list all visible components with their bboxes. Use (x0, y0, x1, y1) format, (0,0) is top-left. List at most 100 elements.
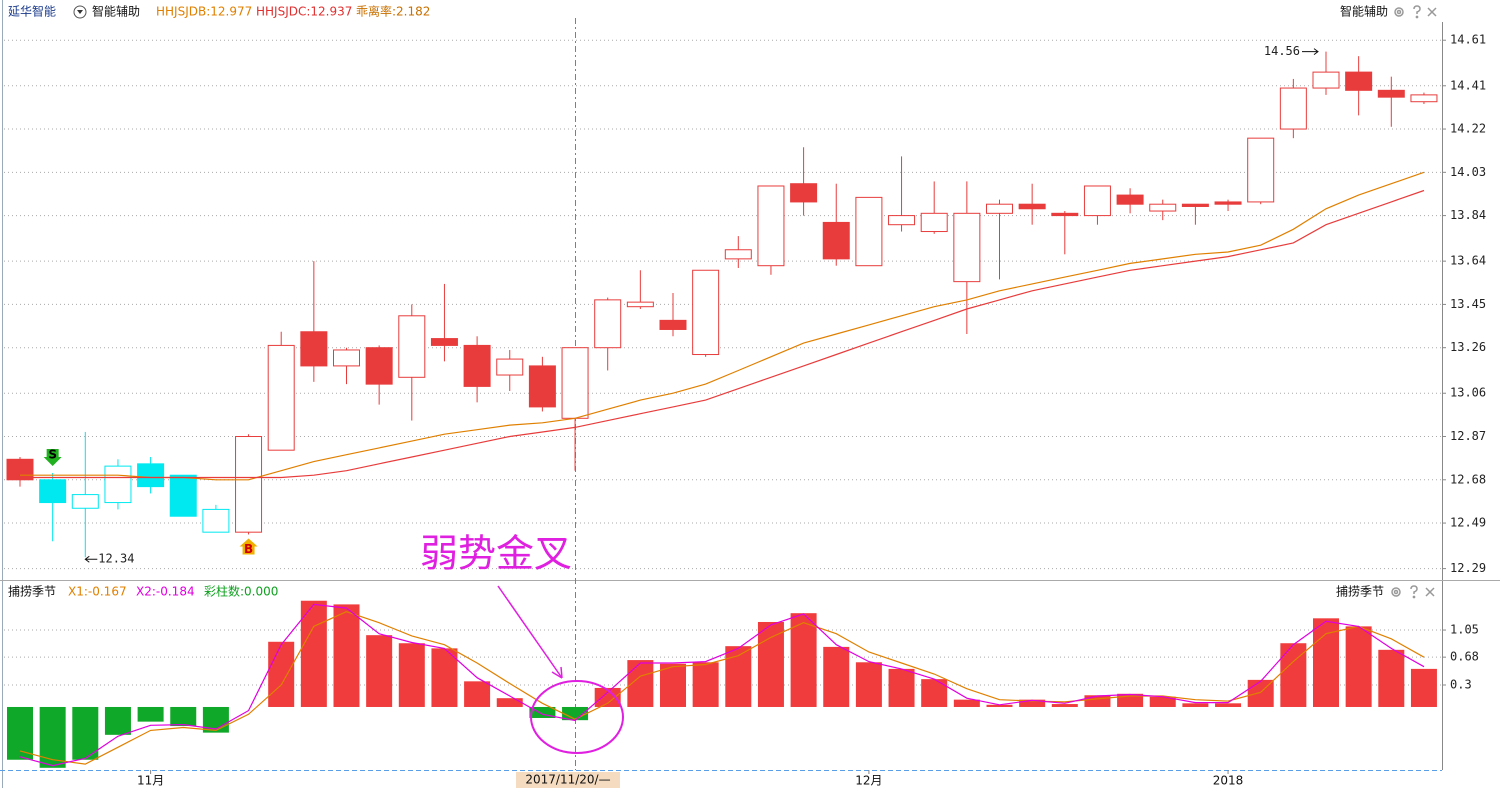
y-tick-label: 14.61 (1450, 33, 1486, 47)
candle-body (1345, 71, 1373, 91)
candle-body (235, 436, 263, 533)
bar (888, 668, 915, 707)
annotation-arrowhead (551, 666, 563, 679)
bar (986, 704, 1013, 707)
candle-body (1377, 89, 1405, 98)
bar (39, 706, 66, 768)
indicator-line (20, 171, 1425, 481)
x-tick-label: 12月 (855, 774, 882, 788)
bottom-panel-label: 捕捞季节 (1336, 584, 1384, 599)
signal-label: S (48, 447, 57, 461)
min-arrow (84, 555, 98, 563)
candle-body (1247, 137, 1275, 203)
candle-body (692, 269, 720, 356)
bar (1051, 704, 1078, 707)
bar (953, 699, 980, 707)
legend-item: 乖离率:2.182 (356, 4, 430, 19)
candle-body (267, 344, 295, 451)
bar (333, 604, 360, 707)
buy-signal (239, 538, 258, 555)
candle-body (496, 358, 524, 376)
y-tick-label: 0.3 (1450, 678, 1472, 692)
indicator-line (20, 189, 1425, 479)
cursor-label: 2017/11/20/— (525, 773, 610, 787)
y-tick-label: 13.06 (1450, 386, 1486, 400)
candle-body (986, 203, 1013, 214)
candle-body (1181, 203, 1209, 207)
candle-body (1149, 203, 1177, 212)
bar (431, 648, 458, 707)
cursor-label-box (516, 772, 620, 788)
bottom-panel-icons[interactable] (1391, 585, 1435, 599)
sell-signal (43, 448, 62, 466)
bar (170, 706, 197, 727)
indicator-line (19, 603, 1425, 767)
signal-label: B (244, 542, 253, 556)
candle-body (398, 315, 426, 378)
indicator-name[interactable]: 智能辅助 (92, 4, 140, 19)
y-tick-label: 13.45 (1450, 297, 1486, 311)
y-tick-label: 12.68 (1450, 472, 1486, 486)
candle-body (1279, 87, 1307, 130)
bar (757, 621, 784, 707)
bar (72, 706, 99, 760)
y-tick-label: 12.49 (1450, 516, 1486, 530)
bar (692, 662, 719, 707)
candle-body (1083, 185, 1111, 217)
bottom-title: 捕捞季节 (8, 584, 56, 599)
bar (1149, 696, 1176, 707)
bar (496, 698, 523, 707)
bar (855, 662, 882, 707)
bar (268, 641, 295, 707)
candle-body (1051, 212, 1079, 217)
candle-body (202, 508, 230, 533)
candle-body (6, 458, 34, 481)
candle-body (365, 347, 393, 385)
annotation-arrow (497, 585, 563, 679)
candle-body (659, 319, 687, 330)
x-tick-label: 2018 (1213, 774, 1244, 788)
bar (790, 613, 817, 707)
candle-body (822, 221, 850, 260)
y-tick-label: 14.03 (1450, 165, 1486, 179)
bar (823, 646, 850, 707)
candle-body (528, 365, 556, 408)
legend-item: HHJSJDB:12.977 (156, 5, 252, 19)
candle-body (463, 344, 491, 387)
y-tick-label: 12.29 (1450, 561, 1486, 575)
stock-name: 延华智能 (8, 4, 56, 19)
bar (594, 687, 621, 707)
plot-layer: HHJSJDB:12.977 HHJSJDC:12.937 乖离率:2.182 14.… (4, 4, 1486, 788)
candle-body (757, 185, 785, 267)
bar (1280, 643, 1307, 707)
bar (562, 706, 589, 721)
bar (921, 679, 948, 707)
annotation: 弱势金叉 (420, 532, 572, 576)
candle-body (953, 212, 981, 283)
candle-body (430, 338, 458, 346)
candle-body (626, 301, 654, 308)
y-tick-label: 0.68 (1450, 650, 1479, 664)
candle-body (300, 331, 328, 367)
candle-body (888, 215, 916, 226)
bar (137, 706, 164, 722)
legend-item: X2:-0.184 (136, 585, 195, 599)
candle-body (169, 474, 197, 517)
panel-label: 智能辅助 (1340, 4, 1388, 19)
candle-body (594, 299, 622, 349)
bar (1215, 703, 1242, 707)
candle-body (1116, 194, 1144, 205)
y-tick-label: 13.26 (1450, 340, 1486, 354)
candle-body (104, 465, 132, 504)
candle-body (920, 212, 948, 233)
panel-icons[interactable] (1394, 5, 1437, 19)
bar (104, 706, 131, 735)
y-tick-label: 14.22 (1450, 122, 1486, 136)
bar (464, 681, 491, 707)
min-label: 12.34 (98, 552, 134, 566)
candle-body (137, 463, 165, 488)
indicator-line (19, 611, 1425, 765)
bar (529, 706, 556, 718)
dropdown-icon[interactable] (73, 5, 87, 19)
